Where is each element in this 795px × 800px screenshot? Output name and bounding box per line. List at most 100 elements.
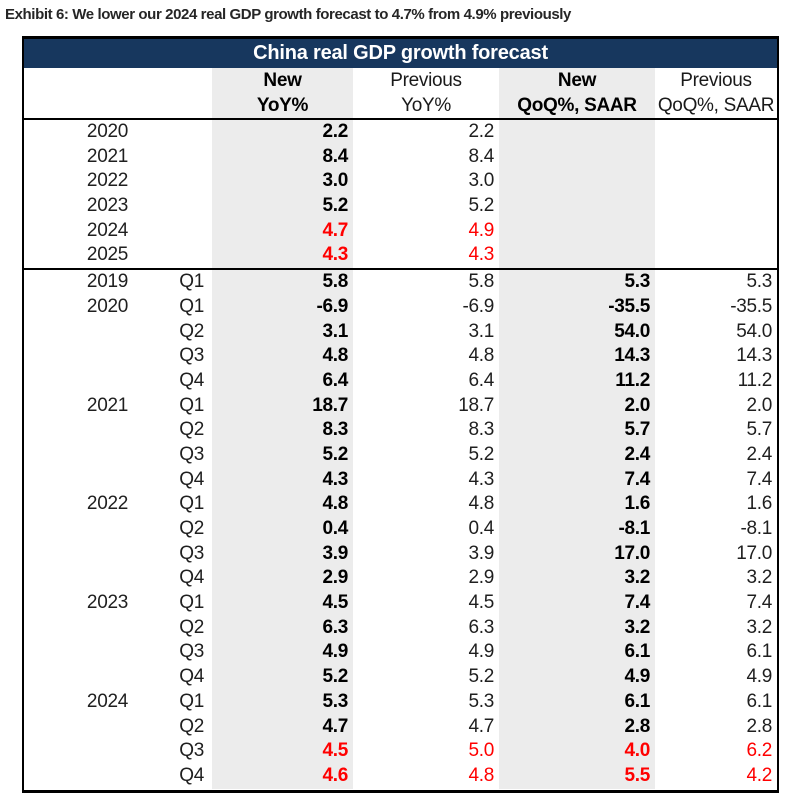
new-yoy-cell: 8.4	[212, 144, 353, 170]
new-qoq-cell: 5.7	[499, 418, 655, 443]
prev-qoq-cell: 7.4	[746, 468, 772, 490]
quarter-cell: Q4	[179, 666, 204, 688]
prev-yoy-cell: 4.8	[468, 493, 494, 515]
prev-qoq-cell	[655, 120, 777, 145]
table-row: Q3 4.5 5.0 4.0 6.2	[24, 739, 777, 764]
table-row: Q2 6.3 6.3 3.2 3.2	[24, 615, 777, 641]
column-header-line2: YoY%	[401, 95, 451, 116]
prev-qoq-cell: 5.7	[746, 419, 772, 441]
new-yoy-cell: 6.3	[212, 615, 353, 641]
new-yoy-cell: 4.8	[212, 492, 353, 518]
table-row: Q3 4.8 4.8 14.3 14.3	[24, 344, 777, 369]
prev-qoq-cell: 4.9	[746, 666, 772, 688]
year-cell	[24, 369, 131, 394]
column-header-line1: New	[263, 70, 302, 91]
column-header-line1: Previous	[390, 70, 462, 91]
exhibit-title: Exhibit 6: We lower our 2024 real GDP gr…	[5, 6, 571, 23]
prev-yoy-cell: 3.9	[468, 542, 494, 564]
prev-yoy-cell: 18.7	[458, 394, 494, 416]
table-row: 2022 3.0 3.0	[24, 169, 777, 195]
prev-yoy-cell: 3.1	[468, 320, 494, 342]
prev-yoy-cell: 8.4	[468, 145, 494, 167]
quarter-cell: Q3	[179, 641, 204, 663]
year-cell	[24, 468, 131, 493]
new-yoy-cell: 4.3	[212, 467, 353, 493]
new-qoq-cell: 3.2	[499, 615, 655, 641]
year-cell	[24, 640, 131, 665]
new-qoq-cell: 7.4	[499, 591, 655, 616]
quarter-cell	[131, 169, 212, 194]
prev-yoy-cell: 0.4	[468, 518, 494, 539]
table-row: Q4 4.6 4.8 5.5 4.2	[24, 763, 777, 789]
year-cell: 2022	[86, 493, 128, 515]
prev-qoq-cell: 17.0	[736, 542, 772, 564]
new-qoq-cell: 1.6	[499, 492, 655, 518]
table-row: Q4 2.9 2.9 3.2 3.2	[24, 566, 777, 592]
table-row: 2024 4.7 4.9	[24, 218, 777, 244]
table-row: Q4 4.3 4.3 7.4 7.4	[24, 467, 777, 493]
year-cell: 2024	[86, 690, 128, 712]
quarter-cell: Q1	[179, 271, 204, 293]
new-qoq-cell: 6.1	[499, 689, 655, 715]
table-row: Q2 8.3 8.3 5.7 5.7	[24, 418, 777, 443]
new-yoy-cell: 3.0	[212, 169, 353, 195]
column-header-line2: QoQ%, SAAR	[517, 95, 637, 116]
new-yoy-cell: 4.8	[212, 344, 353, 369]
year-cell: 2023	[86, 592, 128, 614]
new-yoy-cell: 5.2	[212, 194, 353, 219]
new-qoq-cell: -35.5	[499, 294, 655, 320]
annual-section: 2020 2.2 2.2 2021 8.4 8.4 2022 3.0 3.0 2023 5.2 5.2…	[24, 120, 777, 269]
prev-qoq-cell: 4.2	[746, 764, 772, 786]
new-qoq-cell: 7.4	[499, 467, 655, 493]
year-cell	[24, 344, 131, 369]
new-yoy-cell: 4.6	[212, 763, 353, 789]
table-row: Q3 3.9 3.9 17.0 17.0	[24, 541, 777, 567]
prev-qoq-cell: -8.1	[740, 518, 772, 539]
new-qoq-cell	[499, 243, 655, 269]
new-qoq-cell	[499, 144, 655, 170]
prev-yoy-cell: 5.0	[468, 740, 494, 762]
new-qoq-cell: 54.0	[499, 319, 655, 345]
table-row: 2020 2.2 2.2	[24, 120, 777, 145]
prev-yoy-cell: 2.9	[468, 567, 494, 589]
prev-yoy-cell: 4.3	[468, 244, 494, 266]
new-qoq-cell	[499, 194, 655, 219]
prev-yoy-cell: 5.3	[468, 690, 494, 712]
prev-qoq-cell: 2.0	[746, 394, 772, 416]
year-cell: 2021	[86, 394, 128, 416]
quarter-cell: Q1	[179, 295, 204, 317]
gdp-forecast-table: China real GDP growth forecast New YoY% Pr…	[22, 36, 779, 793]
new-qoq-cell: 17.0	[499, 541, 655, 567]
column-header-line2: QoQ%, SAAR	[657, 95, 775, 116]
new-yoy-cell: 6.4	[212, 368, 353, 394]
new-qoq-cell: 2.4	[499, 442, 655, 468]
quarter-cell: Q2	[179, 715, 204, 737]
quarter-cell	[131, 145, 212, 170]
prev-qoq-cell: 7.4	[746, 592, 772, 614]
year-cell	[24, 665, 131, 690]
table-row: 2021 8.4 8.4	[24, 144, 777, 170]
year-cell	[24, 715, 131, 740]
prev-yoy-cell: 8.3	[468, 419, 494, 441]
prev-qoq-cell: 6.1	[746, 641, 772, 663]
year-cell: 2020	[86, 121, 128, 142]
quarter-header-spacer	[131, 68, 212, 118]
table-row: 2022 Q1 4.8 4.8 1.6 1.6	[24, 492, 777, 518]
year-cell	[24, 616, 131, 641]
prev-qoq-cell: 2.4	[746, 443, 772, 465]
new-yoy-cell: 18.7	[212, 393, 353, 419]
quarter-cell: Q2	[179, 616, 204, 638]
prev-yoy-cell: 6.3	[468, 616, 494, 638]
year-cell	[24, 566, 131, 591]
new-qoq-cell: 6.1	[499, 640, 655, 666]
column-header-3: New QoQ%, SAAR	[499, 68, 655, 118]
new-yoy-cell: 4.9	[212, 640, 353, 666]
prev-qoq-cell: -35.5	[730, 295, 772, 317]
new-yoy-cell: 5.3	[212, 689, 353, 715]
quarter-cell: Q2	[179, 320, 204, 342]
year-cell	[24, 764, 131, 789]
prev-qoq-cell	[655, 169, 777, 194]
year-cell: 2024	[86, 219, 128, 241]
new-qoq-cell: 2.8	[499, 714, 655, 740]
